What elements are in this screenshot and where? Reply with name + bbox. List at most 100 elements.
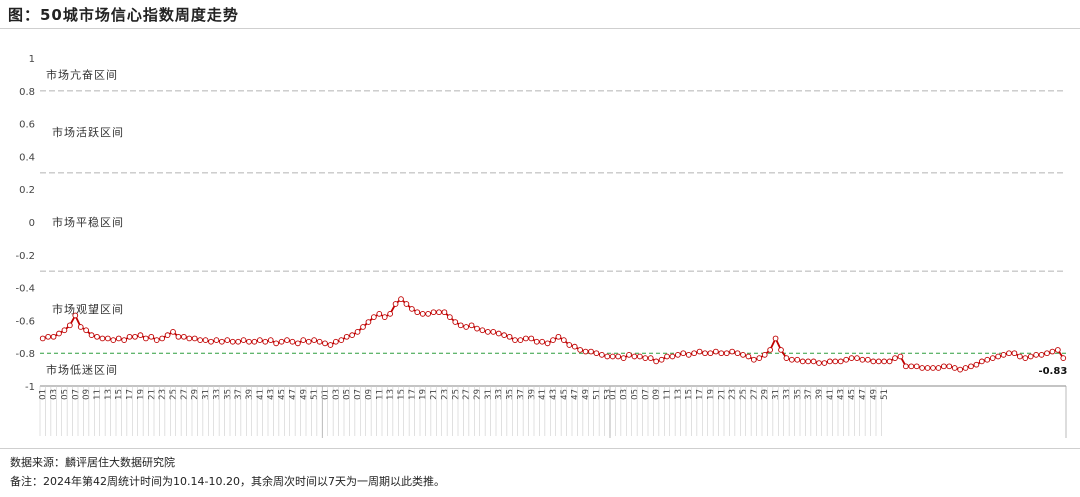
series-line <box>39 296 1067 373</box>
data-point <box>110 337 117 343</box>
data-point <box>126 333 133 340</box>
data-point <box>533 338 540 345</box>
data-point <box>1027 353 1034 360</box>
band-label: 市场平稳区间 <box>52 215 124 229</box>
data-point <box>403 301 410 307</box>
data-point <box>924 365 931 371</box>
data-point <box>566 342 573 348</box>
data-point <box>881 358 887 365</box>
band-label: 市场低迷区间 <box>46 363 118 377</box>
data-point <box>1060 355 1067 361</box>
x-tick-label: 09 <box>82 389 92 400</box>
data-point <box>474 325 480 332</box>
data-point <box>555 333 562 340</box>
data-point <box>631 353 638 360</box>
x-tick-label: 23 <box>728 389 738 400</box>
x-tick-label: 21 <box>430 389 440 400</box>
data-point <box>153 337 160 343</box>
data-point <box>772 335 779 342</box>
x-tick-label: 13 <box>104 389 114 400</box>
y-tick-label: -1 <box>25 382 35 393</box>
data-point <box>544 340 551 347</box>
data-point <box>430 309 437 316</box>
data-point <box>588 348 594 355</box>
x-tick-label: 43 <box>267 389 277 400</box>
data-point <box>713 348 719 355</box>
data-point <box>903 363 909 370</box>
data-point <box>805 358 811 365</box>
data-point <box>56 330 62 337</box>
data-point <box>582 348 589 355</box>
data-point <box>273 340 279 347</box>
data-point <box>1017 353 1023 360</box>
x-tick-label: 51 <box>880 389 890 400</box>
x-tick-label: 15 <box>115 389 125 400</box>
data-point <box>859 356 866 363</box>
x-tick-label: 35 <box>506 389 516 400</box>
x-tick-label: 13 <box>386 389 396 400</box>
x-tick-label: 37 <box>804 389 814 400</box>
data-point <box>973 361 980 368</box>
y-tick-label: -0.4 <box>15 284 35 295</box>
x-tick-label: 05 <box>630 389 640 400</box>
data-point <box>436 309 442 316</box>
x-tick-label: 13 <box>674 389 684 400</box>
data-point <box>941 363 947 370</box>
data-point <box>463 324 469 330</box>
data-point <box>897 353 904 360</box>
y-tick-label: 1 <box>29 54 35 65</box>
data-point <box>115 335 122 342</box>
x-tick-label: 25 <box>169 389 179 400</box>
x-tick-label: 21 <box>147 389 157 400</box>
x-tick-label: 09 <box>364 389 374 400</box>
x-tick-label: 19 <box>419 389 429 400</box>
data-point <box>191 335 198 342</box>
data-point <box>957 366 963 373</box>
data-point <box>886 358 893 365</box>
data-point <box>457 322 464 329</box>
last-value: -0.83 <box>1038 366 1067 377</box>
x-tick-label: 35 <box>793 389 803 400</box>
x-tick-label: 45 <box>848 389 858 400</box>
data-point <box>756 355 763 361</box>
data-point <box>295 340 301 347</box>
x-tick-label: 45 <box>560 389 570 400</box>
data-point <box>322 340 328 347</box>
y-tick-label: 0 <box>29 218 35 229</box>
x-tick-label: 03 <box>620 389 630 400</box>
x-tick-label: 07 <box>71 389 81 400</box>
chart-title: 图：50城市场信心指数周度走势 <box>8 6 239 24</box>
x-tick-label: 19 <box>706 389 716 400</box>
x-tick-label: 33 <box>782 389 792 400</box>
data-point <box>316 338 323 345</box>
data-point <box>821 360 828 366</box>
data-point <box>995 353 1001 360</box>
x-tick-label: 53 <box>603 389 613 400</box>
data-point <box>723 350 730 357</box>
x-tick-label: 29 <box>191 389 201 400</box>
data-point <box>1038 351 1045 358</box>
footnote: 备注：2024年第42周统计时间为10.14-10.20，其余周次时间以7天为一… <box>10 475 445 488</box>
series-path <box>42 297 1065 371</box>
data-point <box>799 358 806 365</box>
data-point <box>962 365 969 371</box>
x-tick-label: 23 <box>440 389 450 400</box>
data-point <box>105 335 111 342</box>
x-tick-label: 41 <box>826 389 836 400</box>
x-tick-label: 01 <box>321 389 331 400</box>
data-point <box>620 355 627 361</box>
confidence-index-chart: 1 0.8 0.6 0.4 0.2 0 -0.2 -0.4 -0.6 -0.8 -1 市场亢奋区间市… <box>15 54 1067 438</box>
data-point <box>512 337 518 343</box>
data-point <box>647 355 654 361</box>
x-tick-label: 21 <box>717 389 727 400</box>
data-point <box>371 314 377 320</box>
data-point <box>523 335 529 342</box>
data-point <box>550 337 556 343</box>
data-point <box>61 327 68 334</box>
data-point <box>599 351 605 358</box>
data-point <box>561 337 567 343</box>
x-tick-label: 41 <box>538 389 548 400</box>
data-point <box>691 350 697 357</box>
data-point <box>658 356 665 363</box>
